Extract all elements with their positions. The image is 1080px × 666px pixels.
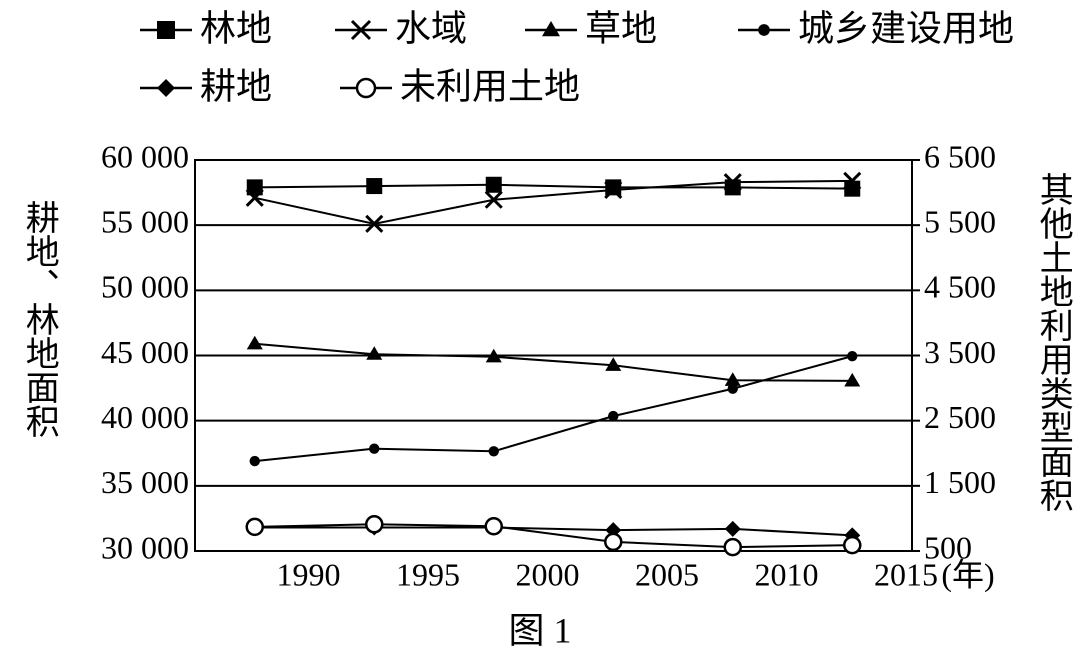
x-tick-label: 2000: [516, 556, 580, 592]
legend-marker: [157, 79, 175, 97]
legend-marker: [355, 77, 377, 99]
x-tick-label: 2010: [755, 556, 819, 592]
legend-marker: [542, 21, 560, 37]
y2-tick-label: 6 500: [924, 138, 996, 174]
y2-tick-label: 1 500: [924, 464, 996, 500]
marker: [485, 176, 502, 193]
x-tick-label: 2015: [874, 556, 938, 592]
marker: [246, 335, 263, 350]
y2-tick-label: 5 500: [924, 204, 996, 240]
series-line: [254, 342, 853, 382]
y-tick-label: 30 000: [101, 529, 189, 565]
legend-label: 林地: [200, 8, 272, 48]
marker: [605, 357, 622, 371]
legend-label: 水域: [395, 8, 467, 48]
legend-label: 耕地: [200, 66, 272, 106]
marker: [723, 173, 742, 192]
y2-tick-label: 4 500: [924, 269, 996, 305]
y-tick-label: 60 000: [101, 138, 189, 174]
marker: [245, 517, 264, 537]
marker: [366, 178, 383, 195]
marker: [488, 446, 499, 457]
legend-label: 草地: [585, 8, 657, 48]
marker: [724, 520, 741, 537]
marker: [847, 350, 858, 362]
marker: [727, 383, 738, 394]
y2-axis-label: 其他土地利用类型面积: [1034, 172, 1073, 512]
y-axis-label: 耕地、林地面积: [20, 200, 59, 438]
marker: [366, 346, 383, 360]
marker: [844, 372, 861, 387]
series-line: [254, 526, 853, 537]
y-tick-label: 45 000: [101, 334, 189, 370]
marker: [245, 188, 264, 207]
y-tick-label: 50 000: [101, 269, 189, 305]
marker: [246, 179, 263, 196]
marker: [485, 348, 502, 363]
y-tick-label: 40 000: [101, 399, 189, 435]
marker: [365, 214, 384, 233]
y-tick-label: 35 000: [101, 464, 189, 500]
marker: [249, 455, 260, 467]
marker: [484, 516, 503, 536]
marker: [484, 190, 503, 209]
series-line: [254, 523, 853, 549]
marker: [365, 515, 384, 534]
legend-label: 未利用土地: [400, 66, 580, 106]
chart-title: 图 1: [508, 610, 571, 650]
marker: [608, 410, 619, 422]
y2-tick-label: 500: [924, 529, 972, 565]
legend-marker: [350, 19, 372, 41]
x-tick-label: 1990: [277, 556, 341, 592]
x-axis-label: (年): [941, 556, 994, 592]
legend-label: 城乡建设用地: [798, 8, 1014, 48]
marker: [723, 537, 742, 557]
marker: [605, 179, 622, 196]
marker: [843, 535, 862, 555]
y-tick-label: 55 000: [101, 204, 189, 240]
x-tick-label: 1995: [396, 556, 460, 592]
y2-tick-label: 3 500: [924, 334, 996, 370]
marker: [724, 372, 741, 386]
marker: [604, 532, 623, 552]
marker: [604, 180, 623, 200]
series-line: [254, 179, 853, 225]
marker: [843, 171, 862, 190]
plot-frame: [194, 159, 913, 552]
marker: [369, 443, 380, 454]
legend-marker: [157, 21, 175, 39]
series-line: [254, 355, 853, 463]
y2-tick-label: 2 500: [924, 399, 996, 435]
marker: [844, 180, 861, 197]
x-tick-label: 2005: [635, 556, 699, 592]
series-line: [254, 183, 853, 190]
legend-marker: [758, 24, 770, 36]
